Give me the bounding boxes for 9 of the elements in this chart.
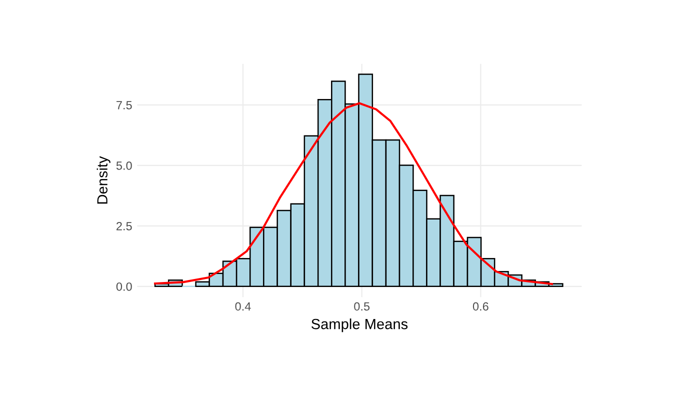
y-tick-label: 5.0: [116, 161, 132, 170]
y-tick-label: 2.5: [116, 222, 132, 230]
y-axis-title: Density: [96, 156, 110, 204]
y-tick-label: 7.5: [116, 101, 132, 110]
x-axis-title: Sample Means: [311, 318, 408, 332]
x-tick-label: 0.4: [235, 302, 251, 311]
x-tick-label: 0.5: [354, 302, 370, 311]
x-tick-label: 0.6: [472, 302, 488, 311]
y-tick-label: 0.0: [116, 282, 132, 291]
